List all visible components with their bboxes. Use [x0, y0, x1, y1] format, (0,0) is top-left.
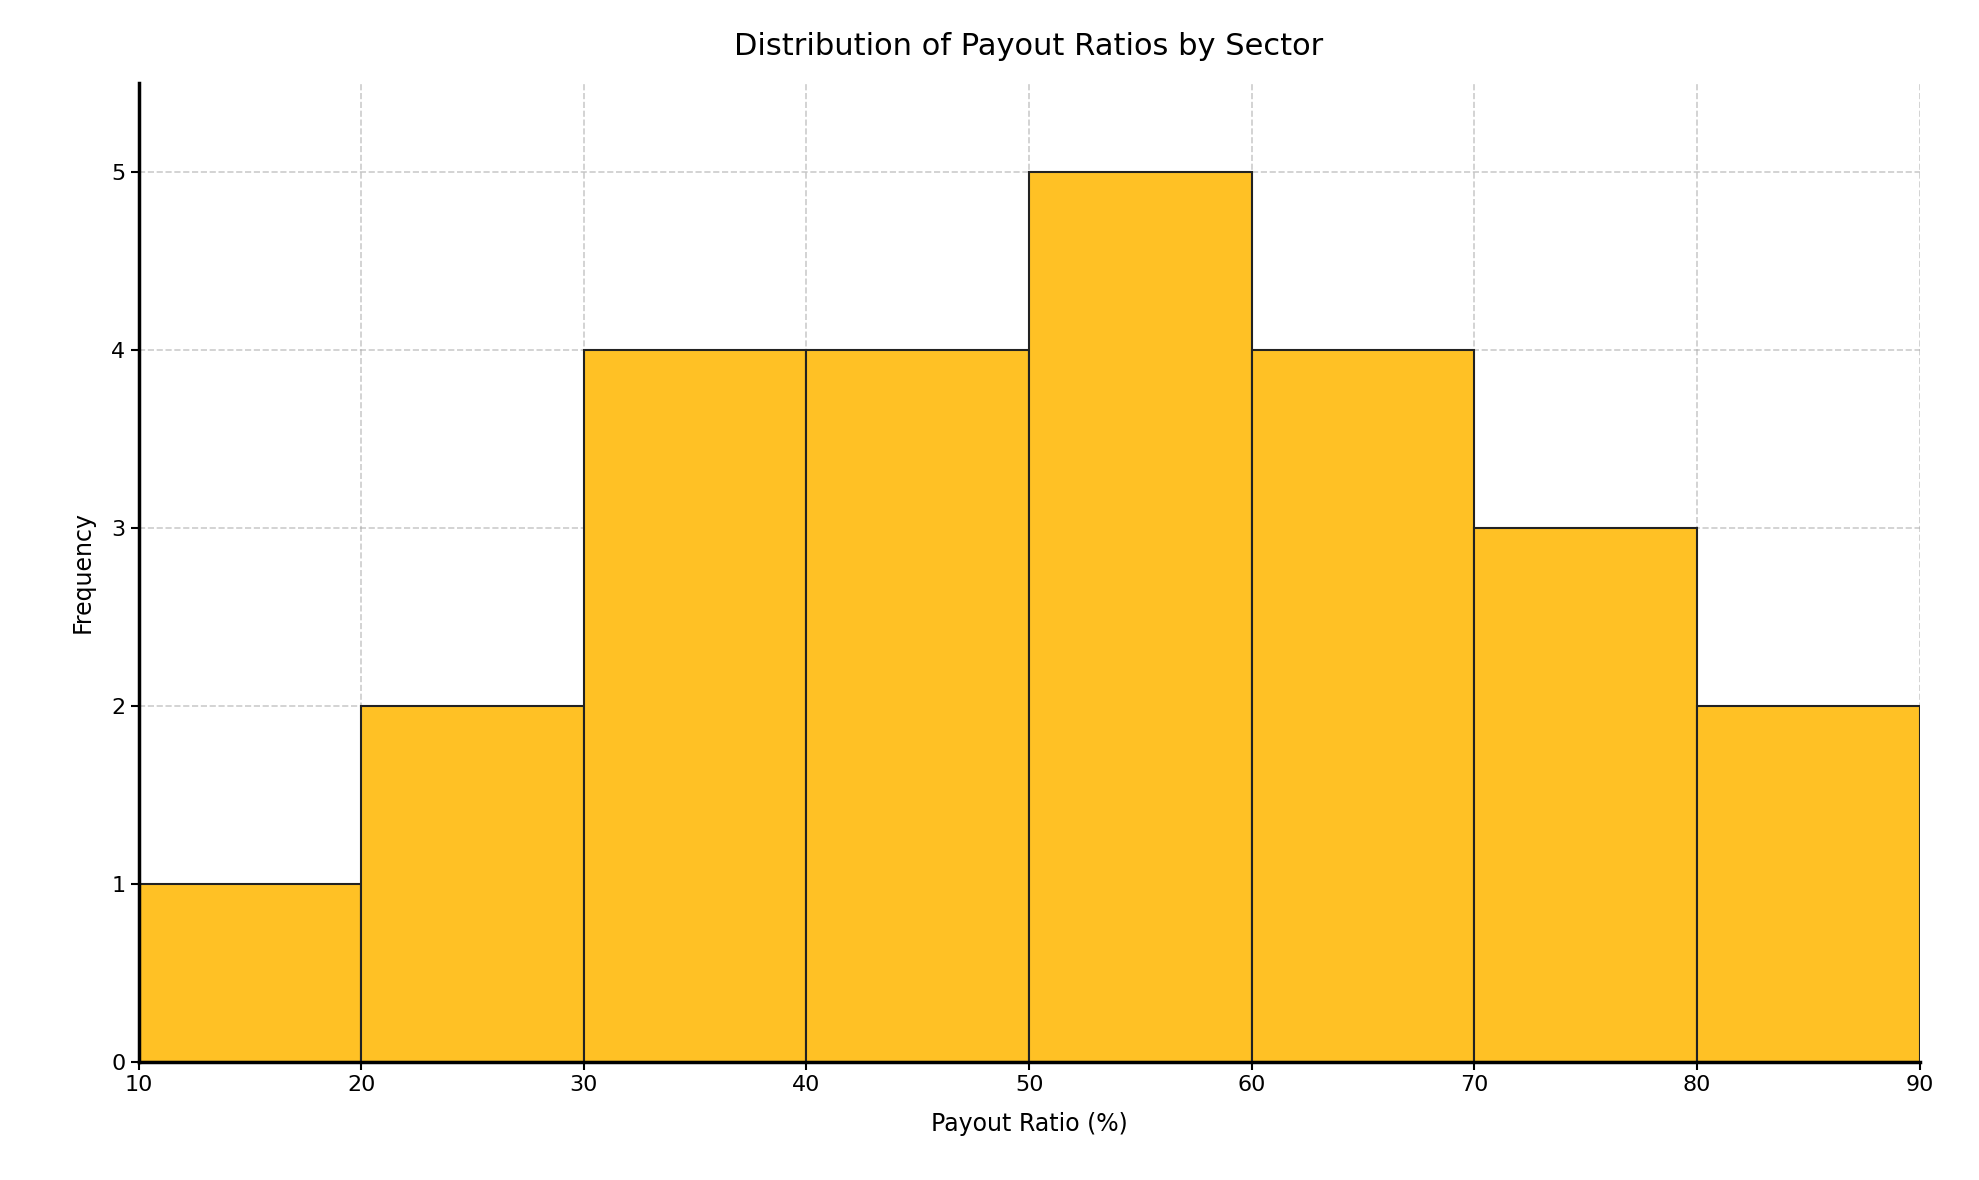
X-axis label: Payout Ratio (%): Payout Ratio (%)	[930, 1112, 1128, 1136]
Title: Distribution of Payout Ratios by Sector: Distribution of Payout Ratios by Sector	[734, 32, 1324, 61]
Bar	[584, 349, 807, 1062]
Bar	[1029, 171, 1253, 1062]
Bar	[139, 884, 362, 1062]
Bar	[807, 349, 1029, 1062]
Bar	[1474, 527, 1698, 1062]
Bar	[1253, 349, 1474, 1062]
Bar	[362, 706, 584, 1062]
Bar	[1698, 706, 1920, 1062]
Y-axis label: Frequency: Frequency	[71, 511, 95, 634]
